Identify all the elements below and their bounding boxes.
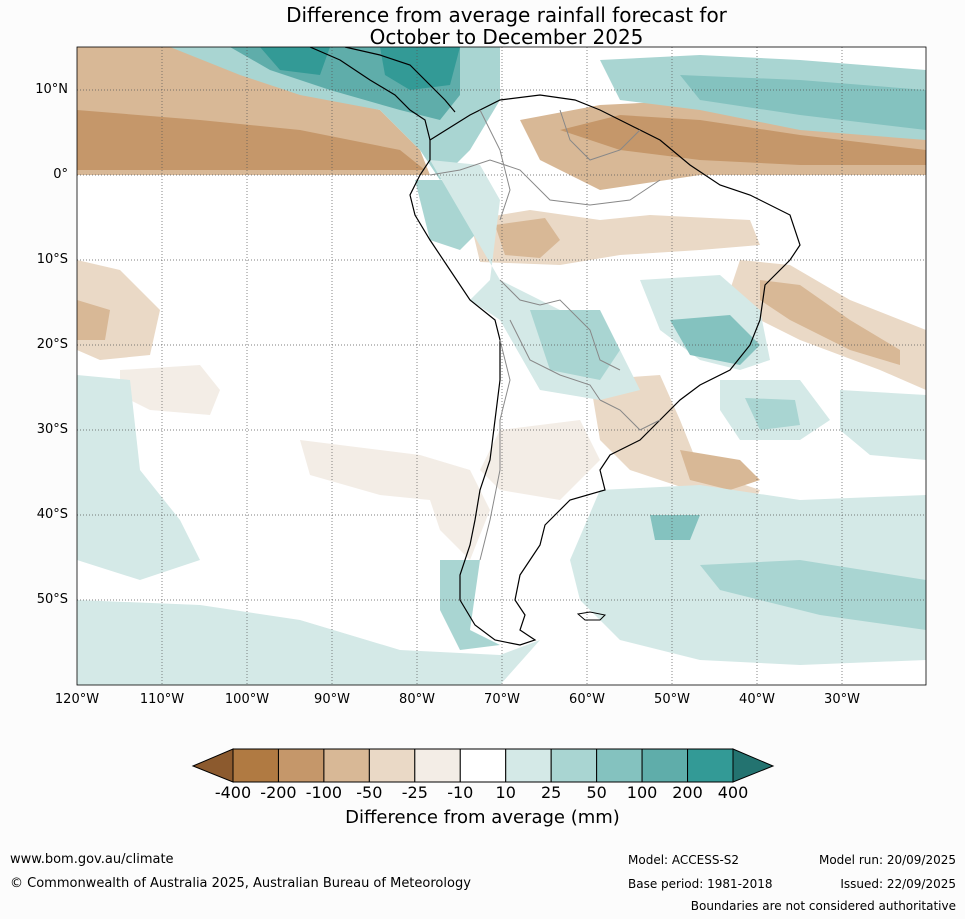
lat-label-40s: 40°S <box>36 507 68 522</box>
map-title: Difference from average rainfall forecas… <box>0 4 965 48</box>
lat-label-50s: 50°S <box>36 592 68 607</box>
map-border <box>76 46 927 686</box>
falkland-islands <box>576 611 607 621</box>
graticule <box>77 47 926 685</box>
wet-region-patagonia <box>440 560 500 650</box>
dry-region-northwest <box>77 47 180 90</box>
dry-region-north-brazil-core <box>560 115 926 165</box>
wet-region-pacific-core <box>260 47 330 75</box>
model-text: Model: ACCESS-S2 <box>628 853 740 867</box>
dry-region-chile <box>300 440 490 560</box>
lon-label-90w: 90°W <box>314 692 350 707</box>
colorbar-cell <box>687 748 734 783</box>
lon-label-110w: 110°W <box>139 692 185 707</box>
disclaimer-text: Boundaries are not considered authoritat… <box>690 899 956 913</box>
title-line-2: October to December 2025 <box>369 25 644 49</box>
south-america-coastline <box>409 94 801 646</box>
colorbar-tick-label: 100 <box>626 783 658 802</box>
country-borders <box>429 109 661 561</box>
colorbar-tick-label: -25 <box>401 783 428 802</box>
colorbar-tick-label: 400 <box>717 783 749 802</box>
dry-region-pacific-30s <box>120 365 220 415</box>
colorbar-label: Difference from average (mm) <box>345 807 620 828</box>
issued-text: Issued: 22/09/2025 <box>840 877 956 891</box>
lat-label-30s: 30°S <box>36 422 68 437</box>
wet-region-south-atlantic-core <box>745 398 800 430</box>
colorbar-low-arrow <box>191 748 234 783</box>
copyright-text: © Commonwealth of Australia 2025, Austra… <box>10 876 471 891</box>
dry-region-east-pacific-core <box>77 110 425 170</box>
dry-anomaly-regions <box>77 47 926 560</box>
wet-region-atlantic-blob <box>650 515 700 540</box>
lat-label-10n: 10°N <box>35 82 68 97</box>
colorbar-cell <box>232 748 279 783</box>
lon-label-100w: 100°W <box>224 692 270 707</box>
wet-region-north-atlantic-core <box>680 75 926 130</box>
colorbar-cell <box>459 748 507 783</box>
colorbar-tick-label: -50 <box>356 783 383 802</box>
wet-region-pacific-south <box>77 375 200 580</box>
dry-region-pampas <box>480 420 600 500</box>
colorbar-high-arrow <box>732 748 775 783</box>
colorbar-cell <box>414 748 461 783</box>
colorbar-cell <box>323 748 370 783</box>
colorbar-tick-label: 10 <box>495 783 516 802</box>
lon-label-70w: 70°W <box>484 692 520 707</box>
wet-region-southern-ocean <box>77 600 540 685</box>
dry-region-amazon-core <box>495 218 560 258</box>
colorbar-tick-label: -200 <box>260 783 297 802</box>
colorbar-cell <box>505 748 552 783</box>
colorbar-tick-label: 25 <box>540 783 562 802</box>
central-america-coastline <box>309 47 456 141</box>
wet-region-caribbean-core <box>380 47 460 90</box>
wet-region-south-atlantic-band <box>700 560 926 630</box>
lon-label-120w: 120°W <box>54 692 100 707</box>
wet-region-central-brazil-core <box>670 315 760 365</box>
colorbar-cell <box>368 748 416 783</box>
colorbar <box>191 748 775 783</box>
colorbar-cell <box>550 748 598 783</box>
colorbar-tick-label: -10 <box>447 783 474 802</box>
colorbar-tick-label: -400 <box>214 783 252 802</box>
dry-region-atlantic-core <box>680 450 760 490</box>
lat-label-10s: 10°S <box>36 252 68 267</box>
lon-label-30w: 30°W <box>824 692 860 707</box>
lon-label-80w: 80°W <box>399 692 435 707</box>
lon-label-60w: 60°W <box>569 692 605 707</box>
colorbar-cell <box>641 748 689 783</box>
map-frame <box>77 47 926 685</box>
colorbar-cell <box>277 748 325 783</box>
lon-label-50w: 50°W <box>654 692 690 707</box>
colorbar-tick-label: 200 <box>672 783 703 802</box>
lat-label-0: 0° <box>53 167 68 182</box>
colorbar-tick-label: 50 <box>586 783 607 802</box>
colorbar-cells <box>232 748 734 783</box>
wet-region-east-atlantic <box>840 390 926 460</box>
lon-label-40w: 40°W <box>739 692 775 707</box>
dry-region-southeast-pacific-core <box>77 300 110 340</box>
colorbar-tick-label: -100 <box>305 783 343 802</box>
lat-label-20s: 20°S <box>36 337 68 352</box>
dry-region-east-brazil-core <box>760 280 900 365</box>
base-period-text: Base period: 1981-2018 <box>628 877 773 891</box>
title-line-1: Difference from average rainfall forecas… <box>286 3 727 27</box>
colorbar-cell <box>596 748 643 783</box>
model-run-text: Model run: 20/09/2025 <box>818 853 956 867</box>
website-link[interactable]: www.bom.gov.au/climate <box>10 852 174 867</box>
